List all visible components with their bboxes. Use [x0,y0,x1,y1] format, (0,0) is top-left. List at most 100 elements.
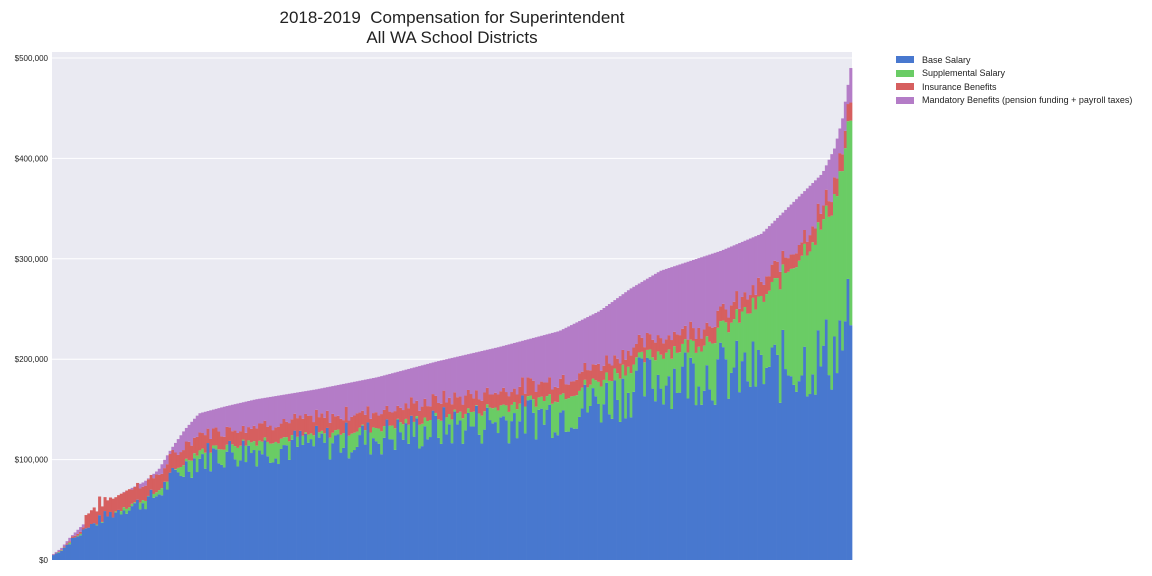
bar-supplemental-salary [816,222,820,331]
bar-supplemental-salary [263,437,267,441]
bar-insurance-benefits [62,546,66,548]
bar-mandatory-benefits [282,394,286,419]
bar-base-salary [209,471,213,560]
bar-insurance-benefits [784,257,788,274]
bar-base-salary [81,529,85,560]
bar-insurance-benefits [521,377,525,396]
bar-insurance-benefits [228,427,232,441]
bar-mandatory-benefits [279,395,283,424]
bar-base-salary [475,405,479,560]
bar-insurance-benefits [214,427,218,446]
bar-supplemental-salary [127,507,131,511]
bar-supplemental-salary [626,366,630,393]
bar-mandatory-benefits [827,159,831,202]
bar-mandatory-benefits [692,259,696,329]
bar-base-salary [640,358,644,560]
y-tick-label: $0 [39,556,48,565]
bar-mandatory-benefits [656,272,660,336]
bar-supplemental-salary [241,439,245,441]
bar-mandatory-benefits [65,541,69,544]
bar-base-salary [567,431,571,560]
bar-supplemental-salary [599,386,603,423]
bar-base-salary [239,460,243,560]
bar-base-salary [271,462,275,560]
bar-base-salary [190,477,194,560]
bar-mandatory-benefits [388,373,392,412]
bar-supplemental-salary [523,406,527,434]
bar-insurance-benefits [160,473,164,489]
bar-mandatory-benefits [746,239,750,300]
bar-base-salary [488,420,492,560]
bar-insurance-benefits [662,343,666,359]
bar-insurance-benefits [198,432,202,451]
bar-insurance-benefits [388,411,392,426]
bar-insurance-benefits [347,420,351,436]
bar-supplemental-salary [607,380,611,415]
legend-label: Base Salary [922,54,971,65]
bar-base-salary [765,367,769,560]
bar-insurance-benefits [640,337,644,352]
bar-mandatory-benefits [822,170,826,206]
bar-supplemental-salary [426,421,430,440]
bar-supplemental-salary [464,413,468,431]
bar-insurance-benefits [447,397,451,415]
bar-supplemental-salary [553,401,557,433]
bar-supplemental-salary [662,358,666,405]
bar-mandatory-benefits [396,371,400,406]
bar-insurance-benefits [621,349,625,365]
bar-insurance-benefits [651,339,655,358]
bar-base-salary [358,435,362,560]
bar-insurance-benefits [279,423,283,439]
bar-insurance-benefits [106,500,110,517]
bar-supplemental-salary [618,378,622,422]
bar-base-salary [108,511,113,560]
bar-supplemental-salary [461,418,465,444]
bar-insurance-benefits [580,371,584,388]
bar-supplemental-salary [388,425,392,440]
bar-insurance-benefits [626,350,630,367]
bar-base-salary [282,445,286,560]
bar-base-salary [453,411,457,560]
bar-insurance-benefits [540,381,544,397]
bar-base-salary [366,422,370,560]
bar-base-salary [309,439,313,560]
bar-mandatory-benefits [350,382,354,417]
bar-supplemental-salary [114,511,118,513]
bar-supplemental-salary [203,452,207,469]
bar-mandatory-benefits [453,357,457,393]
bar-mandatory-benefits [838,128,842,154]
bar-mandatory-benefits [805,188,809,242]
bar-mandatory-benefits [504,345,508,393]
bar-insurance-benefits [475,390,479,406]
bar-supplemental-salary [244,445,248,463]
bar-base-salary [694,405,698,560]
bar-mandatory-benefits [510,343,514,393]
bar-mandatory-benefits [532,337,536,381]
bar-mandatory-benefits [673,266,677,332]
bar-insurance-benefits [114,497,118,512]
bar-supplemental-salary [583,379,587,385]
bar-mandatory-benefits [545,334,549,383]
bar-supplemental-salary [255,445,259,467]
bar-base-salary [111,517,115,560]
bar-base-salary [95,525,99,560]
bar-mandatory-benefits [54,551,58,553]
bar-insurance-benefits [445,402,449,418]
bar-insurance-benefits [119,493,123,512]
bar-insurance-benefits [174,452,178,470]
bar-insurance-benefits [548,377,552,395]
bar-mandatory-benefits [141,482,145,487]
bar-supplemental-salary [176,467,180,473]
bar-insurance-benefits [361,410,365,425]
bar-supplemental-salary [456,413,460,425]
bar-mandatory-benefits [757,235,761,278]
bar-supplemental-salary [187,460,191,472]
bar-supplemental-salary [274,441,278,459]
bar-mandatory-benefits [561,329,565,375]
bar-insurance-benefits [697,327,701,347]
bar-base-salary [184,461,188,560]
bar-base-salary [561,410,565,560]
bar-mandatory-benefits [320,388,324,414]
bar-insurance-benefits [133,486,137,503]
bar-mandatory-benefits [385,374,389,406]
